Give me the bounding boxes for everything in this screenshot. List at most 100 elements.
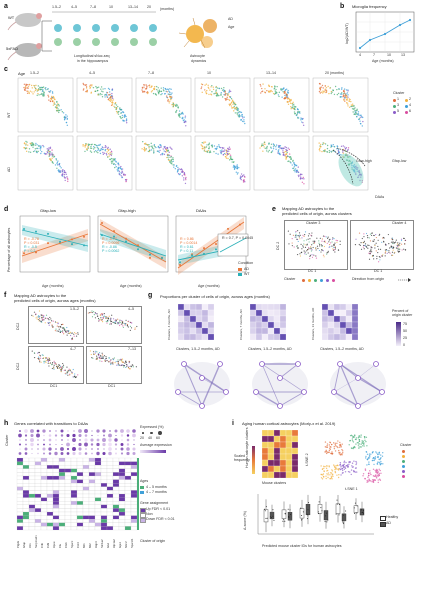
h-ylabel: Cluster xyxy=(5,434,9,446)
d-stat-text: R = -0.86 xyxy=(102,245,117,249)
timepoint-label: 1.5–2 xyxy=(52,5,61,9)
panel-label-f: f xyxy=(4,292,7,299)
i-tsne-x: t-SNE 1 xyxy=(345,487,358,491)
h-avg-title: Average expression xyxy=(140,443,172,447)
e-ylabel: DC 2 xyxy=(276,241,280,250)
h-gene-swatch xyxy=(140,513,146,518)
f-ylabel-2: DC2 xyxy=(16,362,20,370)
h-expr-dot xyxy=(142,432,144,434)
b-title: Microglia frequency xyxy=(352,4,387,9)
i-cluster-dot xyxy=(402,475,405,478)
e-legend-cluster: Cluster xyxy=(284,277,296,281)
h-expr-tick: 40 xyxy=(148,436,152,440)
cluster-legend-dot xyxy=(405,99,408,102)
d-xlabel-2: Age (months) xyxy=(120,284,142,288)
panel-label-h: h xyxy=(4,420,9,427)
i-cluster-dot xyxy=(402,470,405,473)
i-title: Aging human cortical astrocytes (Morly-x… xyxy=(242,421,336,426)
d-stat-text: R = 0.61 xyxy=(180,245,194,249)
timeline-arrows xyxy=(41,11,157,52)
g-legend-title-1: Percent of origin cluster xyxy=(392,309,413,317)
e-sub-1: Cluster 3 xyxy=(306,221,321,225)
f-ylabel-1: DC2 xyxy=(16,322,20,330)
h-age-swatch xyxy=(140,486,144,489)
d-stat-text: R = -0.77 xyxy=(102,237,117,241)
ad-mouse-label: 5xFAD xyxy=(6,46,19,51)
h-gene-label: Aqp4 xyxy=(94,541,98,548)
timepoint-label: 7–8 xyxy=(90,5,96,9)
timepoint-label: 10 xyxy=(109,5,113,9)
panel-label-a: a xyxy=(4,3,8,10)
h-avg-colorbar xyxy=(140,450,166,453)
g-colorbar xyxy=(396,322,401,346)
c-age-header: 7–8 xyxy=(148,71,154,75)
microglia-frequency-plot xyxy=(355,11,415,53)
i-swatch-ad xyxy=(380,522,386,527)
d-stat-text: P = 0.0014 xyxy=(180,241,198,245)
b-ylabel: log2(AD/WT) xyxy=(345,23,349,44)
c-age-header: 13–14 xyxy=(266,71,276,75)
i-tsne-plot xyxy=(320,434,384,484)
i-cluster-dot xyxy=(402,460,405,463)
f-subplot-title: 4–5 xyxy=(128,307,134,311)
cluster-legend-label: 2 xyxy=(409,97,411,101)
d-inset-stat: R = 0.7, P = 0.0045 xyxy=(222,236,254,240)
d-swatch-wt xyxy=(238,273,242,276)
e-legend-dot xyxy=(326,279,329,282)
e-title-1: Mapping AD astrocytes to the xyxy=(282,206,335,211)
dynamics-label: Astrocyte xyxy=(190,54,205,58)
cluster-legend-dot xyxy=(393,105,396,108)
h-gene-swatch xyxy=(140,518,146,523)
h-gene-label: Mt2 xyxy=(88,543,92,548)
e-legend-dot xyxy=(332,279,335,282)
i-scale-label: Scaled frequency xyxy=(234,454,250,462)
h-origin-label: Cluster of origin xyxy=(140,539,166,543)
b-xtick: 7 xyxy=(373,53,375,57)
d-stat-text: P = 0.2 xyxy=(24,249,36,253)
cluster-legend-dot xyxy=(393,111,396,114)
timepoint-label: 4–5 xyxy=(71,5,77,9)
h-expr-dot xyxy=(150,431,153,435)
h-gene-label: Slc1a2 xyxy=(100,539,104,548)
c-age-header: 1.5–2 xyxy=(30,71,39,75)
e-legend-direction: Direction from origin xyxy=(352,277,385,281)
d-condition-ad: AD xyxy=(244,267,249,271)
i-cluster-dot xyxy=(402,450,405,453)
h-gene-label: Gja1 xyxy=(118,542,122,548)
a-caption-1: Longitudinal sNuc-seq xyxy=(74,54,110,58)
timeline-unit: (months) xyxy=(160,7,175,11)
d-subplot-title: Gfap-low xyxy=(40,208,57,213)
cluster-legend-label: 3 xyxy=(397,103,399,107)
d-xlabel-1: Age (months) xyxy=(42,284,64,288)
h-gene-label: Ctsb xyxy=(64,542,68,548)
panel-label-c: c xyxy=(4,66,8,73)
h-expr-dot xyxy=(158,431,162,435)
h-gene-label: Mt1 xyxy=(82,543,86,548)
h-title: Genes correlated with transitions to DAA… xyxy=(14,421,89,426)
g-legend-tick: 50 xyxy=(403,329,407,333)
h-age-swatch xyxy=(140,491,144,494)
b-xtick: 10 xyxy=(387,53,391,57)
cluster-legend-dot xyxy=(405,105,408,108)
d-stat-text: R = -0.78 xyxy=(24,237,39,241)
d-stat-text: P = 0.031 xyxy=(24,241,40,245)
annot-gfap-low: Gfap-low xyxy=(392,159,407,163)
d-trend-plots xyxy=(19,215,249,275)
i-legend-healthy: Healthy xyxy=(386,515,399,519)
cluster-legend-label: 5 xyxy=(397,109,399,113)
c-age-header: 4–5 xyxy=(89,71,95,75)
g-transition-networks xyxy=(174,361,386,409)
h-gene-item: Non xyxy=(146,512,153,516)
i-box-xlabel: Predicted mouse cluster IDs for human as… xyxy=(262,544,342,548)
d-ylabel: Percentage of all astrocytes xyxy=(7,227,11,272)
d-subplot-title: Gfap-high xyxy=(118,208,136,213)
g-heatmaps xyxy=(177,303,359,341)
i-cluster-dot xyxy=(402,455,405,458)
e-legend-dot xyxy=(320,279,323,282)
d-stat-text: R = -0.5 xyxy=(24,245,37,249)
cluster-legend-label: 4 xyxy=(409,103,411,107)
d-stat-text: P = 0.0096 xyxy=(102,241,120,245)
c-diffusion-scatter-grid xyxy=(17,77,369,191)
legend-age: Age xyxy=(228,25,235,29)
timepoint-label: 13–14 xyxy=(128,5,138,9)
